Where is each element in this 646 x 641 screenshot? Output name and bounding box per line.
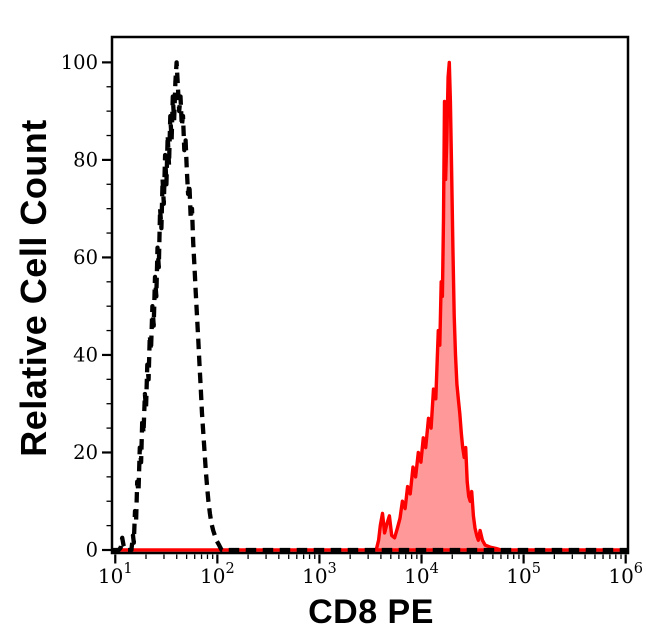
x-tick-label: 106 <box>608 561 643 588</box>
x-axis-title: CD8 PE <box>308 593 434 631</box>
y-tick-label: 100 <box>61 51 98 74</box>
x-tick-label: 105 <box>506 561 541 588</box>
y-axis-title: Relative Cell Count <box>13 119 54 457</box>
y-tick-label: 20 <box>73 441 98 464</box>
plot-frame <box>110 35 630 555</box>
x-tick-label: 101 <box>98 561 133 588</box>
x-tick-label: 104 <box>404 561 439 588</box>
cd8-positive-curve <box>111 60 629 552</box>
x-tick-label: 103 <box>302 561 337 588</box>
y-tick-label: 0 <box>86 539 98 562</box>
y-tick-label: 60 <box>73 246 98 269</box>
y-tick-label: 80 <box>73 148 98 171</box>
x-tick-label: 102 <box>200 561 235 588</box>
y-tick-label: 40 <box>73 343 98 366</box>
dashed-control-curve <box>113 60 627 553</box>
